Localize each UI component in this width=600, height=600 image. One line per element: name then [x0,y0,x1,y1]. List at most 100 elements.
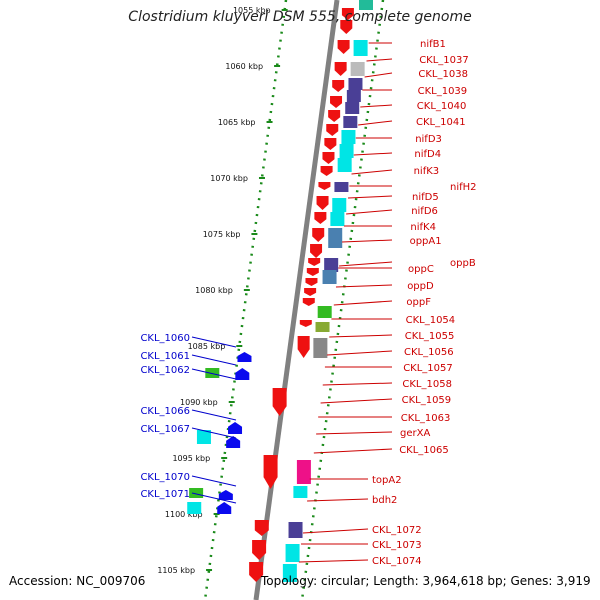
forward-gene-arrow [322,152,335,164]
gene-leader-line [329,334,393,338]
gene-leader-line [335,284,393,288]
gene-feature-box [332,198,347,212]
forward-gene-arrow [306,268,319,276]
reverse-gene-label: CKL_1071 [140,489,190,500]
map-title: Clostridium kluyveri DSM 555, complete g… [128,9,472,25]
forward-gene-label: CKL_1037 [419,55,469,66]
gene-leader-line [191,427,237,439]
forward-gene-label: nifD6 [411,206,438,217]
reverse-feature-box [205,368,220,378]
gene-feature-box [313,338,328,358]
reverse-gene-label: CKL_1062 [140,365,190,376]
reverse-gene-arrow [228,422,243,434]
forward-gene-label: nifK3 [414,166,440,177]
gene-feature-box [343,116,358,128]
forward-gene-label: oppB [450,258,476,269]
reverse-gene-label: CKL_1070 [140,472,190,483]
forward-gene-label: bdh2 [372,495,397,506]
forward-gene-label: CKL_1074 [372,556,422,567]
forward-gene-label: CKL_1056 [404,347,454,358]
forward-gene-label: nifD5 [412,192,439,203]
gene-leader-line [327,350,393,356]
forward-gene-arrow [332,80,345,92]
gene-leader-line [358,120,393,126]
gene-leader-line [351,169,393,175]
forward-gene-label: topA2 [372,475,402,486]
forward-gene-arrow [318,182,331,190]
forward-gene-arrow [308,258,321,266]
forward-gene-arrow [304,288,317,296]
gene-feature-box [359,0,373,10]
gene-feature-box [350,62,365,76]
gene-feature-box [353,40,368,56]
gene-feature-box [346,90,361,102]
forward-gene-label: CKL_1063 [401,413,451,424]
scale-tick-label: 1095 kbp [172,454,210,463]
gene-leader-line [360,104,393,108]
reverse-gene-arrow [237,352,252,362]
forward-gene-label: CKL_1038 [418,69,468,80]
gene-leader-line [320,398,393,404]
forward-gene-arrow [272,388,287,416]
gene-leader-line [347,195,393,199]
gene-feature-box [322,270,337,284]
gene-leader-line [346,209,393,215]
reverse-gene-label: CKL_1067 [140,424,190,435]
forward-gene-label: gerXA [400,428,430,439]
gene-leader-line [316,431,393,435]
gene-feature-box [293,486,308,498]
gene-leader-line [353,152,393,156]
forward-gene-arrow [320,166,333,176]
forward-gene-label: CKL_1059 [402,395,452,406]
gene-leader-line [342,239,393,243]
forward-gene-arrow [263,455,278,489]
gene-feature-box [345,102,360,114]
gene-leader-line [191,354,237,366]
forward-gene-label: nifD3 [415,134,442,145]
forward-gene-label: nifH2 [450,182,477,193]
reverse-gene-arrow [217,502,232,514]
scale-tick-label: 1100 kbp [165,510,203,519]
gene-feature-box [296,460,311,484]
scale-tick-label: 1070 kbp [210,174,248,183]
forward-gene-label: CKL_1041 [416,117,466,128]
forward-gene-arrow [249,562,264,582]
forward-gene-arrow [324,138,337,150]
forward-gene-arrow [312,228,325,242]
gene-feature-box [339,144,354,158]
genome-info-label: Topology: circular; Length: 3,964,618 bp… [261,574,591,588]
gene-feature-box [324,258,339,272]
gene-feature-box [282,564,297,582]
reverse-gene-arrow [226,436,241,448]
forward-gene-arrow [252,540,267,560]
reverse-gene-label: CKL_1066 [140,406,190,417]
forward-gene-label: oppC [408,264,434,275]
forward-gene-label: CKL_1040 [417,101,467,112]
scale-tick-label: 1065 kbp [218,118,256,127]
scale-tick-label: 1105 kbp [157,566,195,575]
forward-gene-label: nifB1 [420,39,446,50]
reverse-gene-arrow [235,368,250,380]
gene-leader-line [313,448,393,454]
forward-gene-label: CKL_1058 [402,379,452,390]
genome-backbone [253,0,340,600]
gene-feature-box [317,306,332,318]
outer-dotted-track [203,0,288,600]
reverse-feature-box [196,430,211,444]
forward-gene-label: CKL_1054 [406,315,456,326]
gene-leader-line [191,368,237,380]
forward-gene-arrow [334,62,347,76]
scale-tick-label: 1090 kbp [180,398,218,407]
gene-leader-line [191,475,237,487]
forward-gene-label: nifD4 [414,149,441,160]
forward-gene-label: CKL_1065 [399,445,449,456]
gene-leader-line [333,300,393,306]
forward-gene-label: nifK4 [410,222,436,233]
scale-tick-label: 1085 kbp [188,342,226,351]
forward-gene-label: oppA1 [410,236,442,247]
gene-feature-box [285,544,300,562]
forward-gene-arrow [341,8,354,20]
forward-gene-label: CKL_1055 [405,331,455,342]
gene-leader-line [339,261,393,267]
scale-tick-label: 1080 kbp [195,286,233,295]
